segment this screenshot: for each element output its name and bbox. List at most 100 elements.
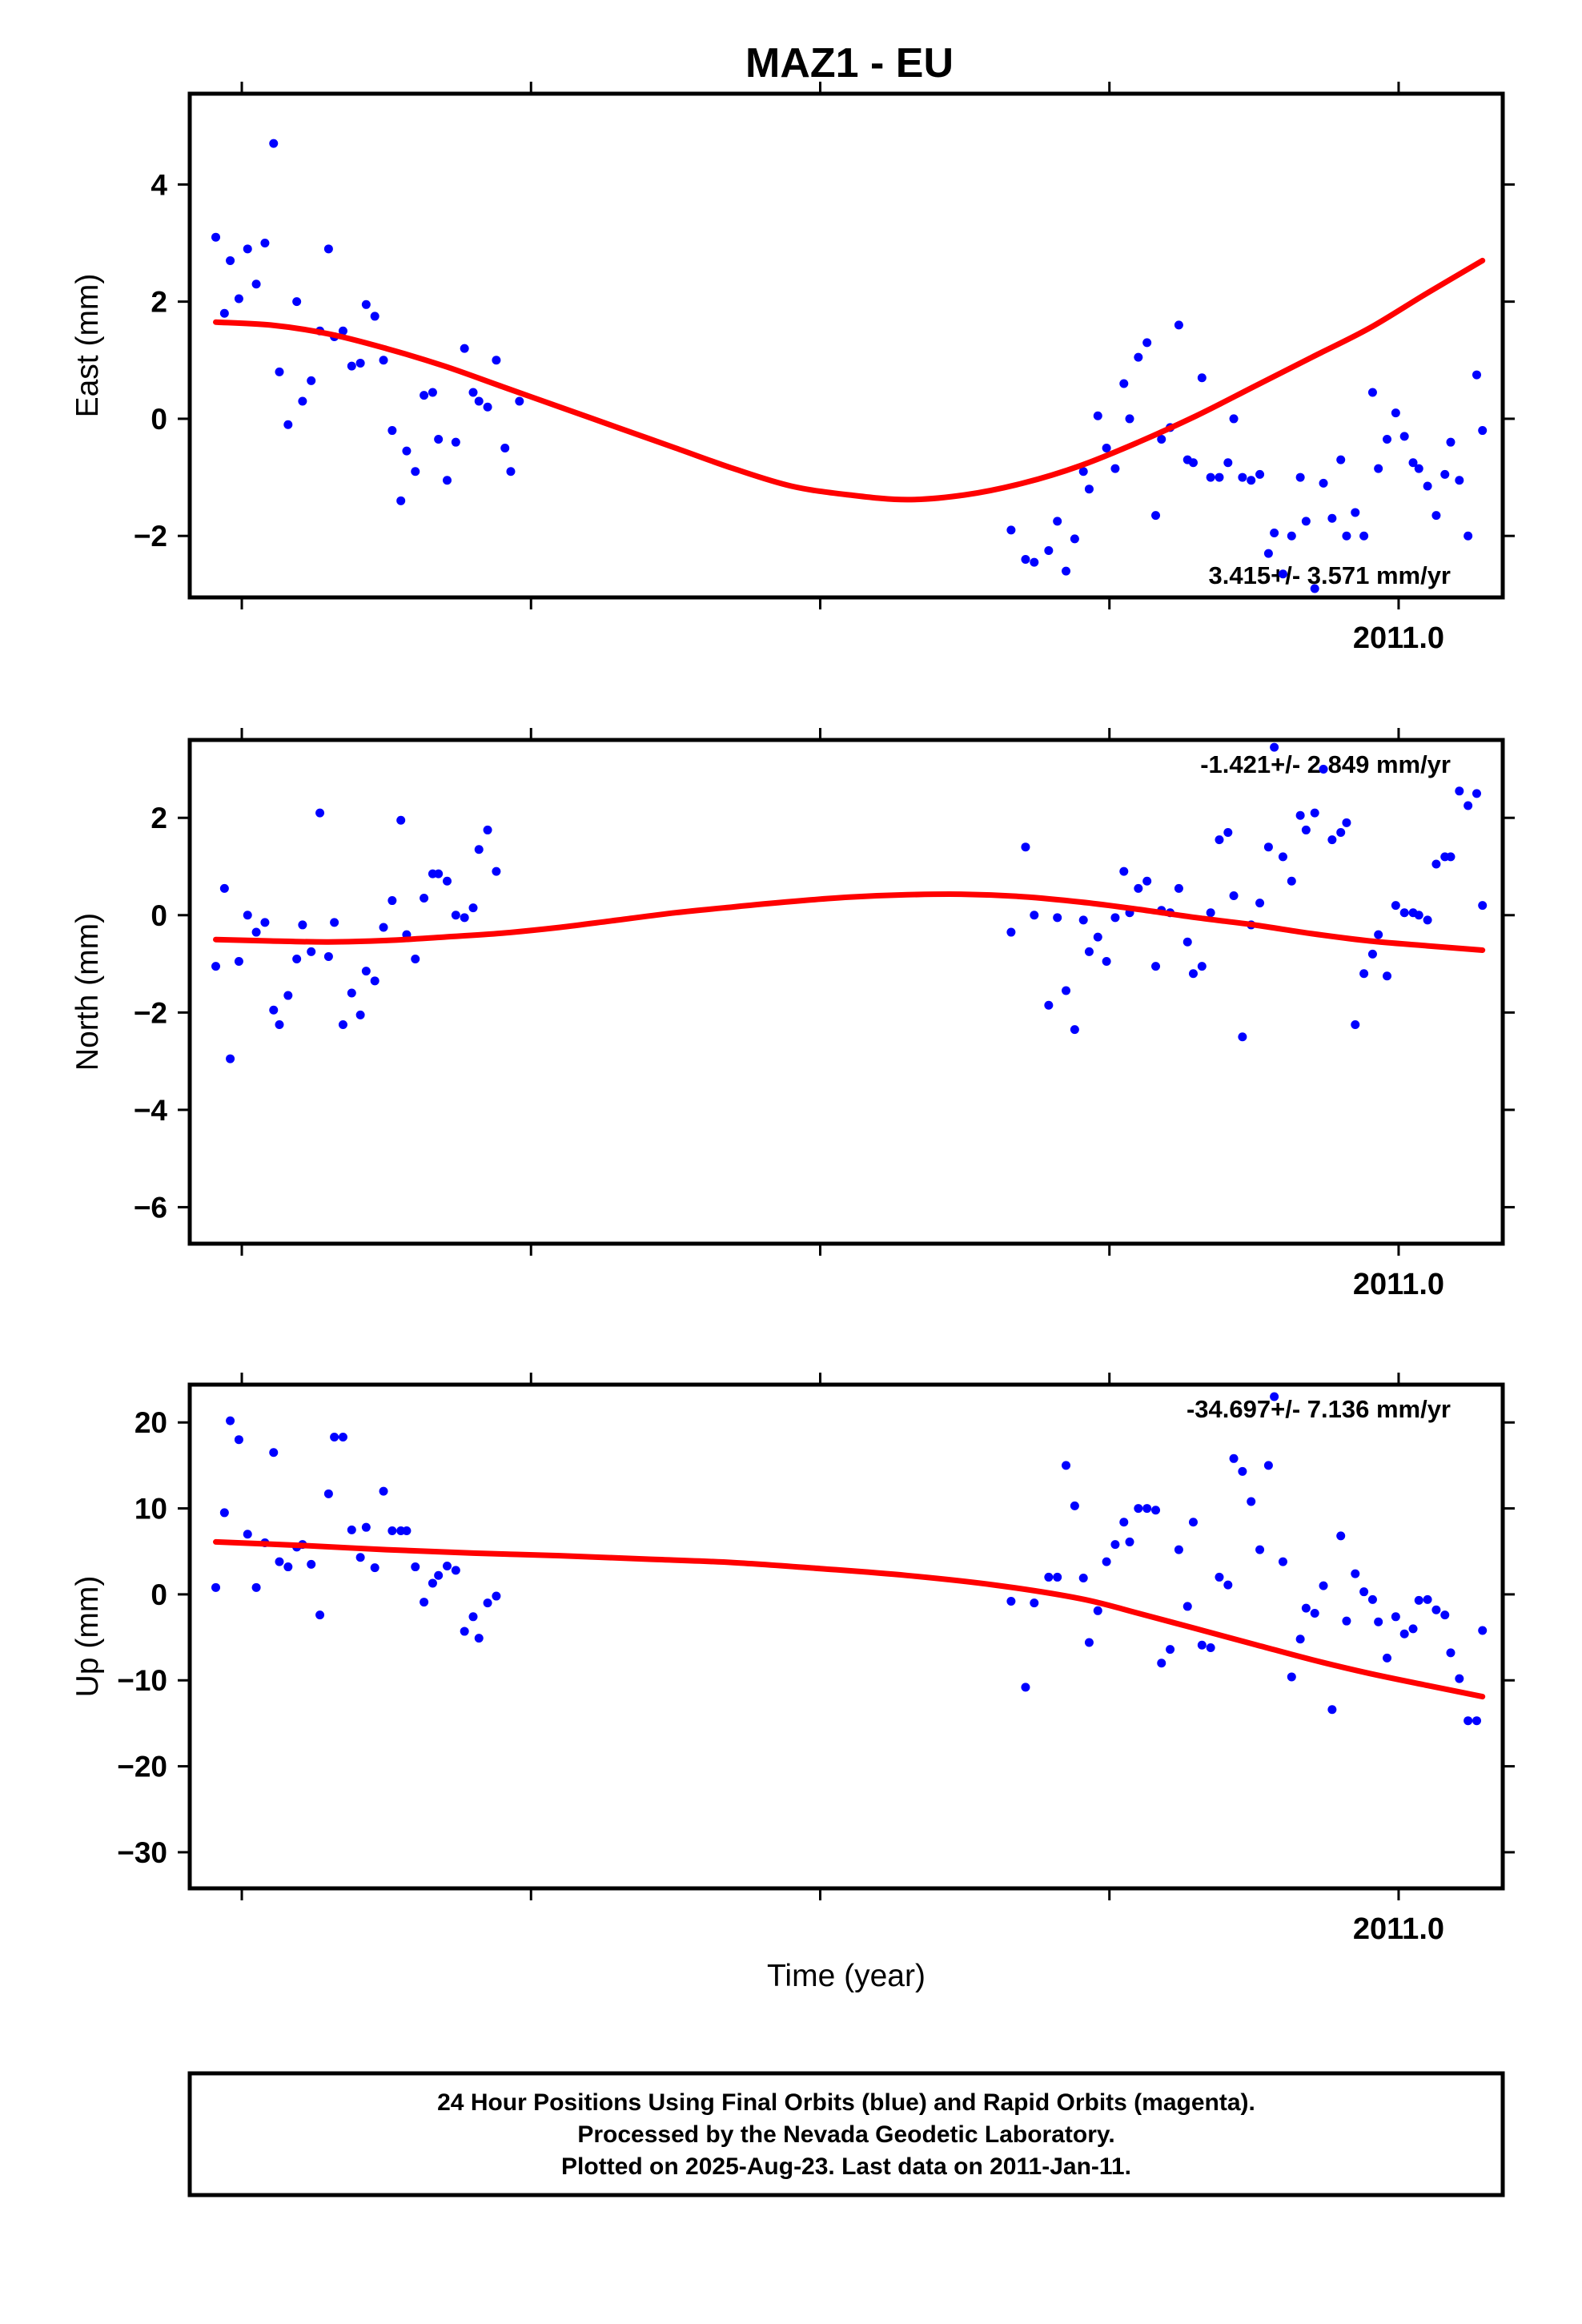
up-plot-frame [187,1382,1505,1891]
north-point-9 [283,991,293,1000]
north-point-8 [275,1020,284,1030]
footer-line-3: Plotted on 2025-Aug-23. Last data on 201… [561,2153,1131,2180]
north-point-42 [1070,1025,1079,1035]
east-point-18 [355,358,365,368]
east-point-58 [1174,320,1183,330]
up-point-56 [1182,1602,1192,1611]
up-point-44 [1084,1638,1094,1647]
up-y-tick-label-1: −20 [117,1751,167,1783]
up-point-86 [1423,1594,1432,1604]
north-point-39 [1044,1000,1054,1010]
up-point-30 [451,1566,460,1575]
east-point-65 [1229,414,1239,424]
north-point-14 [323,951,333,961]
north-fit-line [213,891,1486,953]
up-point-31 [460,1626,469,1636]
up-point-24 [402,1526,412,1535]
north-point-89 [1446,852,1456,862]
east-point-70 [1270,529,1279,538]
x-axis-label: Time (year) [767,1959,926,1993]
north-year-label: 2011.0 [1353,1268,1444,1301]
up-point-52 [1151,1506,1161,1515]
up-point-73 [1319,1581,1328,1590]
east-point-25 [411,467,420,476]
up-point-45 [1093,1606,1102,1615]
north-point-78 [1359,969,1369,979]
north-point-28 [434,869,444,879]
east-point-44 [1062,566,1071,576]
up-point-68 [1278,1557,1287,1566]
east-point-0 [211,232,221,242]
up-point-17 [347,1525,356,1534]
east-point-43 [1053,517,1062,526]
north-point-58 [1197,962,1207,971]
east-point-76 [1319,478,1328,488]
up-point-47 [1110,1540,1120,1550]
up-point-48 [1119,1518,1129,1527]
north-point-61 [1223,827,1233,837]
up-point-49 [1125,1537,1134,1546]
up-point-42 [1070,1501,1079,1510]
north-point-60 [1215,835,1224,845]
north-point-1 [219,883,229,893]
up-point-39 [1044,1572,1054,1582]
up-point-80 [1374,1617,1383,1626]
east-point-82 [1367,388,1377,397]
up-y-axis-label: Up (mm) [70,1576,105,1698]
north-point-52 [1151,962,1161,971]
up-y-tick-label-0: −30 [117,1836,167,1869]
north-point-32 [468,903,478,913]
east-point-19 [361,300,371,309]
north-point-17 [347,988,356,998]
up-point-88 [1440,1610,1450,1620]
east-point-8 [275,367,284,376]
east-point-6 [260,239,270,248]
east-point-72 [1287,531,1296,541]
north-point-85 [1414,911,1423,920]
east-point-66 [1238,472,1247,482]
north-point-51 [1142,876,1152,886]
north-point-90 [1455,786,1464,796]
up-panel: −30 −20 −10 0 10 20 Up (mm) 2011.0 -34.697+/- 7.… [70,1373,1515,1946]
up-point-20 [370,1563,379,1573]
north-point-79 [1367,949,1377,959]
east-point-91 [1440,469,1450,479]
east-point-34 [483,402,492,412]
east-point-48 [1093,411,1102,420]
east-point-38 [515,396,524,406]
east-point-60 [1188,458,1198,468]
east-point-26 [420,391,429,400]
east-point-50 [1110,464,1120,473]
up-point-54 [1166,1645,1175,1655]
east-y-tick-label-3: 4 [151,168,167,201]
north-point-80 [1374,930,1383,939]
east-point-31 [460,344,469,353]
east-fit-line [213,257,1486,503]
up-point-2 [226,1416,235,1425]
east-year-label: 2011.0 [1353,621,1444,655]
up-point-63 [1238,1466,1247,1476]
east-point-77 [1327,513,1337,523]
north-point-68 [1278,852,1287,862]
east-point-88 [1414,464,1423,473]
up-point-33 [474,1634,484,1643]
east-point-7 [269,139,279,148]
up-point-79 [1367,1594,1377,1604]
north-point-81 [1383,971,1392,981]
up-point-64 [1247,1497,1256,1506]
up-point-29 [442,1561,452,1570]
north-point-44 [1084,947,1094,956]
east-point-61 [1197,373,1207,383]
up-point-46 [1102,1557,1111,1566]
north-point-41 [1062,986,1071,995]
east-point-71 [1278,569,1287,579]
east-point-46 [1078,467,1088,476]
east-plot-frame [187,91,1505,600]
north-point-77 [1351,1020,1360,1030]
up-point-36 [1006,1596,1016,1606]
north-point-38 [1030,911,1039,920]
east-point-3 [234,294,243,304]
up-point-9 [283,1562,293,1572]
north-y-tick-label-1: −4 [134,1094,168,1127]
up-point-61 [1223,1580,1233,1590]
